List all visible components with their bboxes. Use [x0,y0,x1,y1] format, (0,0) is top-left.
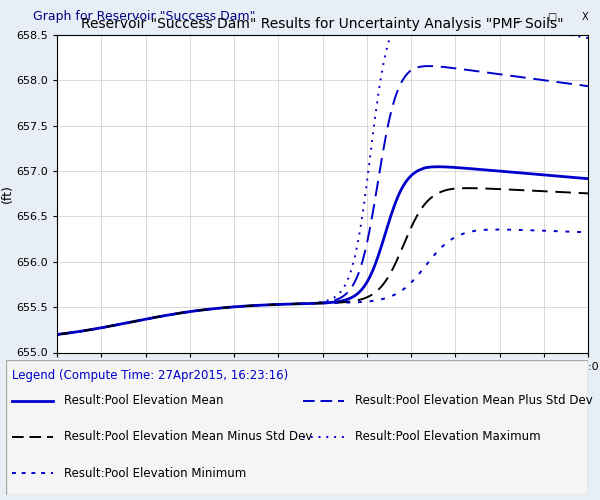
Text: 04Dec1966: 04Dec1966 [113,383,178,393]
Text: Result:Pool Elevation Maximum: Result:Pool Elevation Maximum [355,430,541,444]
Text: Legend (Compute Time: 27Apr2015, 16:23:16): Legend (Compute Time: 27Apr2015, 16:23:1… [12,370,288,382]
Text: Result:Pool Elevation Mean: Result:Pool Elevation Mean [64,394,224,407]
Text: Result:Pool Elevation Mean Plus Std Dev: Result:Pool Elevation Mean Plus Std Dev [355,394,593,407]
Text: □: □ [547,12,557,22]
Text: X: X [581,12,589,22]
Y-axis label: (ft): (ft) [1,184,13,203]
Text: _: _ [517,12,521,22]
Text: Graph for Reservoir "Success Dam": Graph for Reservoir "Success Dam" [33,10,256,22]
Text: |: | [320,383,325,394]
FancyBboxPatch shape [6,360,588,495]
Text: Result:Pool Elevation Mean Minus Std Dev: Result:Pool Elevation Mean Minus Std Dev [64,430,313,444]
Text: Result:Pool Elevation Minimum: Result:Pool Elevation Minimum [64,467,247,480]
Title: Reservoir "Success Dam" Results for Uncertainty Analysis "PMF Soils": Reservoir "Success Dam" Results for Unce… [81,17,564,31]
Text: 05Dec1966: 05Dec1966 [467,383,532,393]
